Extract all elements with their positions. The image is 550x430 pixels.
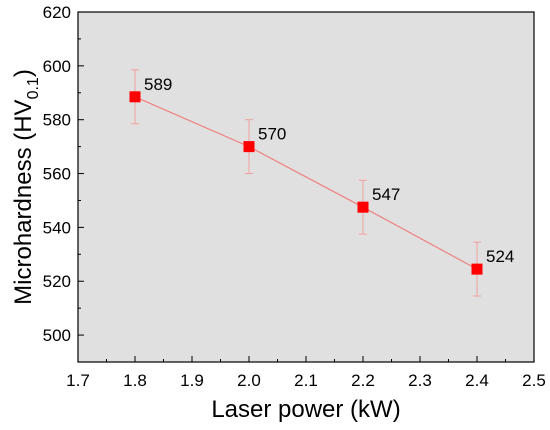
x-tick-label: 2.5 [522,371,546,390]
x-tick-label: 1.8 [123,371,147,390]
x-tick-label: 2.0 [237,371,261,390]
y-tick-label: 580 [43,111,71,130]
series-line [134,96,478,270]
data-point-marker [129,91,141,103]
y-tick-label: 540 [43,218,71,237]
y-axis-title-subscript: 0.1 [25,77,42,99]
y-tick-label: 620 [43,3,71,22]
data-point-marker [357,201,369,213]
data-point-label: 524 [486,247,514,266]
data-point-marker [471,263,483,275]
x-tick-label: 2.1 [294,371,318,390]
x-tick-label: 2.4 [465,371,489,390]
y-axis-title-main: Microhardness (HV [10,99,37,304]
x-axis-ticks: 1.7 1.8 1.9 2.0 2.1 2.2 2.3 2.4 2.5 [66,356,546,390]
x-tick-label: 2.2 [351,371,375,390]
y-axis-title: Microhardness (HV0.1) [10,69,42,305]
y-tick-label: 600 [43,57,71,76]
y-axis-title-close: ) [10,69,37,77]
series-layer: 589 570 547 524 [129,69,514,297]
y-tick-label: 520 [43,272,71,291]
data-point-label: 570 [258,125,286,144]
x-tick-label: 1.7 [66,371,90,390]
x-tick-label: 1.9 [180,371,204,390]
y-tick-label: 560 [43,165,71,184]
y-tick-label: 500 [43,326,71,345]
plot-frame [77,11,535,363]
x-tick-label: 2.3 [408,371,432,390]
data-point-marker [243,141,255,153]
plot-area [78,12,534,362]
data-point-label: 589 [144,75,172,94]
data-point-label: 547 [372,185,400,204]
x-axis-title: Laser power (kW) [211,396,400,423]
